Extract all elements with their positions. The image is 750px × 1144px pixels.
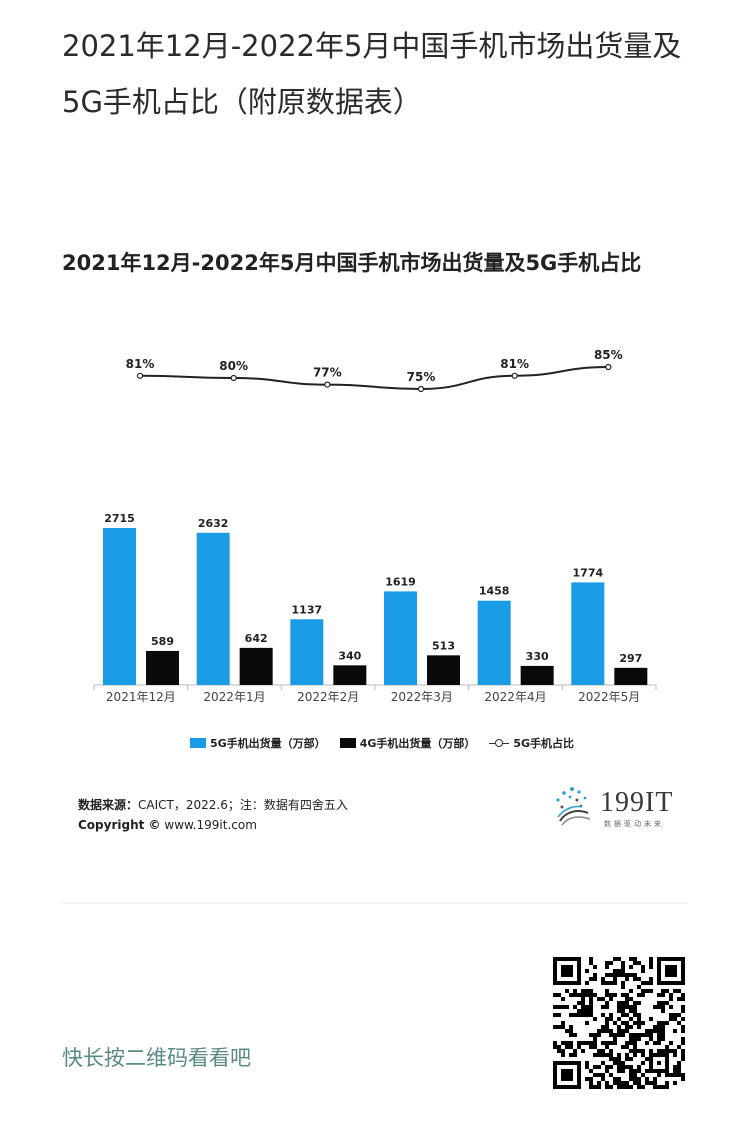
logo-dots-icon xyxy=(556,787,591,826)
data-label-5g: 2632 xyxy=(198,517,229,530)
legend-swatch-5g xyxy=(190,738,206,748)
point-5g-share xyxy=(511,372,518,379)
data-label-5g: 1619 xyxy=(385,575,416,588)
chart-legend: 5G手机出货量（万部） 4G手机出货量（万部） 5G手机占比 xyxy=(190,735,588,751)
data-label-4g: 340 xyxy=(338,649,361,662)
chart-source: 数据来源：CAICT，2022.6；注：数据有四舍五入 Copyright © … xyxy=(78,795,348,835)
point-5g-share xyxy=(230,374,237,382)
chart-image: 2021年12月-2022年5月中国手机市场出货量及5G手机占比 2715 589… xyxy=(62,235,692,845)
legend-label-share: 5G手机占比 xyxy=(513,737,575,750)
bar-4g xyxy=(146,650,179,685)
bar-4g xyxy=(520,665,554,685)
data-label-4g: 589 xyxy=(151,635,174,648)
legend-item-5g: 5G手机出货量（万部） xyxy=(190,735,326,751)
data-label-share: 81% xyxy=(126,357,155,371)
x-tick-label: 2022年5月 xyxy=(578,690,640,704)
bar-5g xyxy=(290,619,324,685)
copyright-label: Copyright © xyxy=(78,818,161,832)
legend-swatch-4g xyxy=(339,738,356,748)
point-5g-share xyxy=(324,381,331,388)
source-text: CAICT，2022.6；注：数据有四舍五入 xyxy=(138,798,348,812)
divider xyxy=(62,903,688,904)
chart-title: 2021年12月-2022年5月中国手机市场出货量及5G手机占比 xyxy=(62,251,642,275)
x-tick-label: 2022年1月 xyxy=(203,690,265,704)
source-label: 数据来源： xyxy=(78,798,139,812)
copyright-url: www.199it.com xyxy=(164,818,257,832)
x-tick-label: 2022年2月 xyxy=(297,690,359,704)
data-label-4g: 513 xyxy=(432,639,455,652)
x-tick-label: 2022年3月 xyxy=(391,690,453,704)
legend-line-marker-icon xyxy=(489,738,510,748)
legend-label-5g: 5G手机出货量（万部） xyxy=(210,737,326,750)
bar-4g xyxy=(333,665,367,685)
bar-4g xyxy=(614,667,648,685)
data-label-share: 80% xyxy=(219,359,248,373)
qr-code[interactable] xyxy=(553,957,685,1089)
data-label-5g: 1458 xyxy=(479,585,510,598)
data-label-share: 77% xyxy=(313,366,342,380)
legend-label-4g: 4G手机出货量（万部） xyxy=(359,737,476,750)
bar-5g xyxy=(477,600,511,685)
bar-5g xyxy=(571,582,605,685)
logo-text: 199IT xyxy=(600,787,674,818)
bar-5g xyxy=(196,532,230,685)
x-tick-label: 2021年12月 xyxy=(106,690,176,704)
data-label-share: 85% xyxy=(594,348,623,362)
logo-tagline: 数据驱动未来 xyxy=(604,820,664,828)
data-label-4g: 642 xyxy=(245,632,268,645)
point-5g-share xyxy=(417,385,425,393)
bar-5g xyxy=(384,591,417,685)
x-tick-label: 2022年4月 xyxy=(484,690,546,704)
bar-4g xyxy=(239,647,273,685)
page-title: 2021年12月-2022年5月中国手机市场出货量及5G手机占比（附原数据表） xyxy=(62,29,682,119)
data-label-5g: 1774 xyxy=(573,566,604,579)
data-label-4g: 330 xyxy=(526,650,549,663)
data-label-4g: 297 xyxy=(619,652,642,665)
line-5g-share xyxy=(139,366,609,391)
qr-hint-text: 快长按二维码看看吧 xyxy=(62,1046,251,1070)
data-label-share: 75% xyxy=(407,370,436,384)
data-label-share: 81% xyxy=(500,357,529,371)
legend-item-4g: 4G手机出货量（万部） xyxy=(339,735,476,751)
point-5g-share xyxy=(605,363,612,371)
bar-5g xyxy=(103,528,136,685)
legend-item-share: 5G手机占比 xyxy=(489,735,574,751)
data-label-5g: 1137 xyxy=(292,603,323,616)
chart-plot: 2715 589 2021年12月 2632 642 2022年1月 1137 340 2022… xyxy=(93,348,657,704)
data-label-5g: 2715 xyxy=(104,512,135,525)
bar-4g xyxy=(427,655,460,685)
point-5g-share xyxy=(136,372,144,379)
logo-199it: 199IT 数据驱动未来 xyxy=(552,783,682,833)
